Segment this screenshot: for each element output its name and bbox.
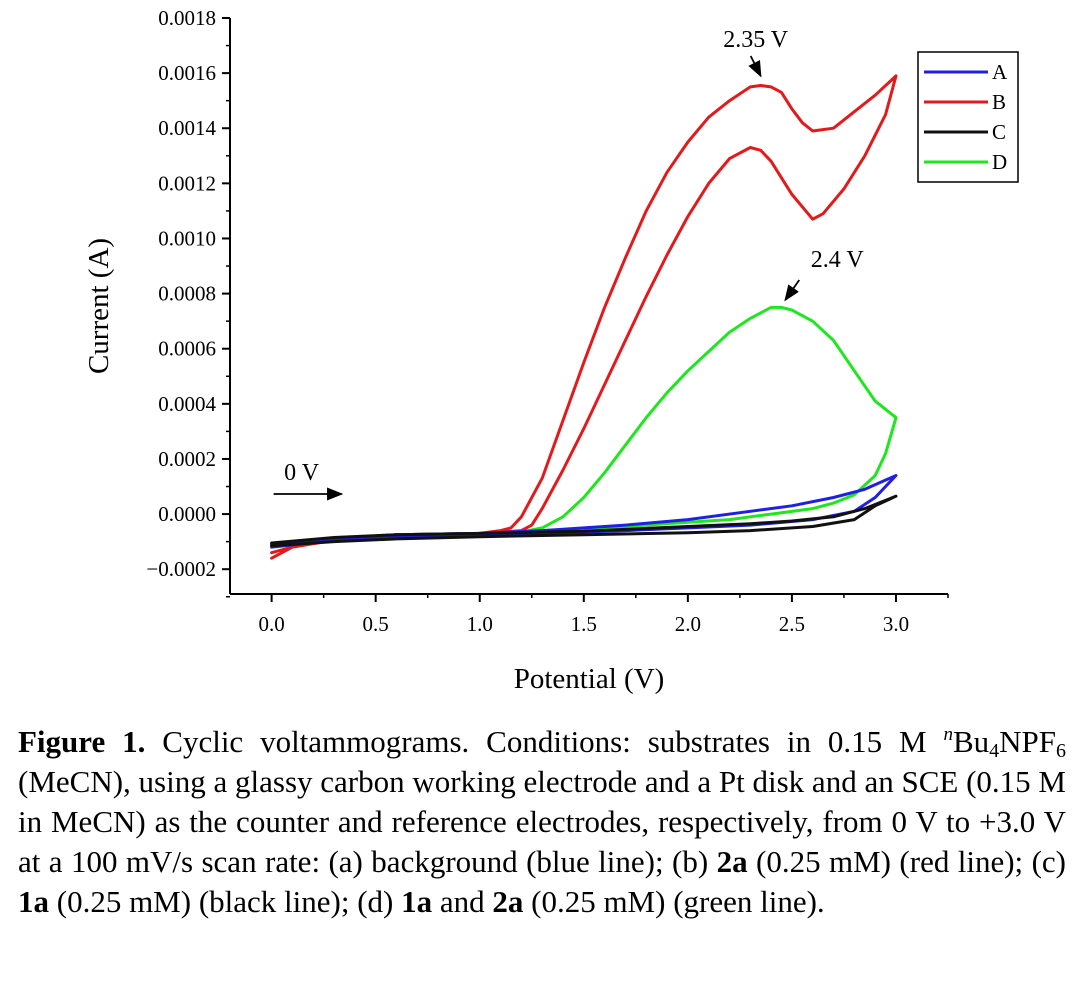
figure-caption: Figure 1. Cyclic voltammograms. Conditio…: [18, 722, 1066, 922]
caption-npf: NPF: [999, 724, 1056, 759]
caption-compound-2a: 2a: [716, 844, 748, 879]
y-tick-label: 0.0018: [158, 6, 216, 30]
y-tick-label: 0.0000: [158, 502, 216, 526]
annotation-peak-red: 2.35 V: [723, 27, 789, 53]
x-tick-label: 3.0: [883, 612, 909, 636]
caption-text-3: (0.25 mM) (red line); (c): [747, 844, 1066, 879]
legend-label-a: A: [992, 60, 1008, 84]
legend-label-d: D: [992, 150, 1007, 174]
legend-label-c: C: [992, 120, 1006, 144]
x-tick-label: 2.5: [779, 612, 805, 636]
caption-sub-6: 6: [1056, 740, 1066, 762]
y-tick-label: 0.0008: [158, 282, 216, 306]
caption-text-2: (MeCN), using a glassy carbon working el…: [18, 764, 1066, 879]
annotation-arrow-red: [748, 55, 762, 78]
annotation-start: 0 V: [284, 460, 320, 486]
cyclic-voltammogram-chart: −0.0002 0.0000 0.0002 0.0004 0.0006 0.0008 0.0…: [83, 6, 1019, 695]
y-tick-label: 0.0010: [158, 226, 216, 250]
caption-text-4: (0.25 mM) (black line); (d): [49, 884, 402, 919]
caption-bu: Bu: [952, 724, 990, 759]
y-axis-title: Current (A): [83, 238, 115, 374]
annotation-peak-green: 2.4 V: [811, 247, 865, 273]
caption-label: Figure 1.: [18, 724, 146, 759]
legend-label-b: B: [992, 90, 1006, 114]
series-line-b: [270, 74, 898, 560]
y-tick-label: −0.0002: [146, 557, 216, 581]
caption-text-1: Cyclic voltammograms. Conditions: substr…: [145, 724, 944, 759]
legend-box: [917, 51, 1019, 183]
caption-text-6: (0.25 mM) (green line).: [523, 884, 825, 919]
y-tick-label: 0.0016: [158, 61, 216, 85]
series-line-d: [270, 305, 898, 546]
x-axis-title: Potential (V): [514, 663, 665, 695]
y-tick-label: 0.0012: [158, 171, 216, 195]
caption-compound-1a-second: 1a: [401, 884, 433, 919]
series-layer: [270, 74, 898, 560]
annotation-arrow-green: [784, 279, 801, 302]
y-tick-label: 0.0006: [158, 337, 216, 361]
x-tick-label: 1.5: [571, 612, 597, 636]
x-tick-label: 0.0: [258, 612, 284, 636]
x-tick-label: 0.5: [363, 612, 389, 636]
y-tick-label: 0.0004: [158, 392, 216, 416]
y-tick-label: 0.0014: [158, 116, 216, 140]
annotation-layer: 2.35 V 2.4 V 0 V: [273, 27, 865, 501]
x-tick-label: 2.0: [675, 612, 701, 636]
series-line-c: [270, 494, 898, 548]
chart-axes: −0.0002 0.0000 0.0002 0.0004 0.0006 0.0008 0.0…: [146, 6, 949, 636]
caption-sup-n: n: [943, 724, 953, 745]
x-tick-label: 1.0: [467, 612, 493, 636]
caption-sub-4: 4: [989, 740, 1000, 762]
caption-compound-1a: 1a: [18, 884, 49, 919]
y-tick-label: 0.0002: [158, 447, 216, 471]
caption-compound-2a-second: 2a: [492, 884, 524, 919]
caption-text-5: and: [432, 884, 493, 919]
